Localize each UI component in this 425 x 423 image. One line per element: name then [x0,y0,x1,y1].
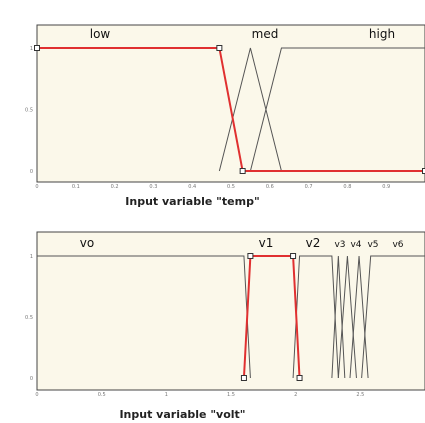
mf-label-v1: v1 [259,236,274,250]
mf-curve-high[interactable] [249,47,425,172]
mf-label-vo: vo [80,236,94,250]
mf-handle[interactable] [296,375,303,381]
y-tick-label: 0 [30,169,33,175]
mf-curve-v6[interactable] [361,255,425,379]
x-tick-label: 0 [35,184,38,190]
y-tick-label: 0.5 [25,315,33,321]
mf-label-v4: v4 [350,240,361,250]
plot-area [36,24,425,183]
x-tick-label: 0.1 [72,184,80,190]
x-tick-label: 0.7 [305,184,313,190]
y-tick-label: 1 [30,46,33,52]
x-tick-label: 2.5 [356,392,364,398]
x-tick-label: 0.2 [111,184,119,190]
volt-mf-panel: 0 0.5 1 0 0.5 1 1.5 2 2.5 vo v1 v2 v3 v4 v5 v6 [0,212,425,423]
x-tick-label: 1 [165,392,168,398]
mf-handle[interactable] [239,168,246,174]
x-tick-label: 2 [294,392,297,398]
temp-mf-plot[interactable]: 0 0.5 1 0 0.1 0.2 0.3 0.4 0.5 0.6 0.7 0.8 0.9 low med h… [0,0,425,195]
mf-label-v5: v5 [367,240,378,250]
mf-curve-v1[interactable] [242,255,301,379]
x-tick-label: 0.5 [98,392,106,398]
temp-axis-title: Input variable "temp" [125,195,260,208]
x-tick-label: 0.4 [188,184,196,190]
mf-handle[interactable] [247,253,254,259]
mf-curve-low[interactable] [37,47,425,172]
mf-handle[interactable] [240,375,247,381]
mf-handle[interactable] [216,45,223,51]
temp-mf-panel: 0 0.5 1 0 0.1 0.2 0.3 0.4 0.5 0.6 0.7 0.8 0.9 low med h… [0,0,425,210]
mf-handle[interactable] [34,45,40,51]
mf-curve-vo[interactable] [37,255,251,379]
mf-curve-v3[interactable] [331,255,346,379]
mf-label-med: med [252,27,279,41]
plot-area [36,231,425,391]
y-tick-label: 1 [30,254,33,260]
x-tick-label: 0.5 [227,184,235,190]
y-tick-label: 0.5 [25,108,33,114]
mf-handle[interactable] [422,168,425,174]
x-tick-label: 0.8 [343,184,351,190]
volt-mf-plot[interactable]: 0 0.5 1 0 0.5 1 1.5 2 2.5 vo v1 v2 v3 v4 v5 v6 [0,212,425,407]
x-tick-label: 0 [35,392,38,398]
mf-label-v3: v3 [334,240,345,250]
x-tick-label: 1.5 [227,392,235,398]
x-tick-label: 0.3 [149,184,157,190]
mf-label-v2: v2 [306,236,321,250]
mf-label-high: high [369,27,395,41]
volt-axis-title: Input variable "volt" [119,408,246,421]
mf-label-v6: v6 [392,240,403,250]
mf-label-low: low [90,27,111,41]
mf-handle[interactable] [290,253,297,259]
mf-curve-med[interactable] [218,47,282,172]
x-tick-label: 0.9 [382,184,390,190]
y-tick-label: 0 [30,376,33,382]
x-tick-label: 0.6 [266,184,274,190]
